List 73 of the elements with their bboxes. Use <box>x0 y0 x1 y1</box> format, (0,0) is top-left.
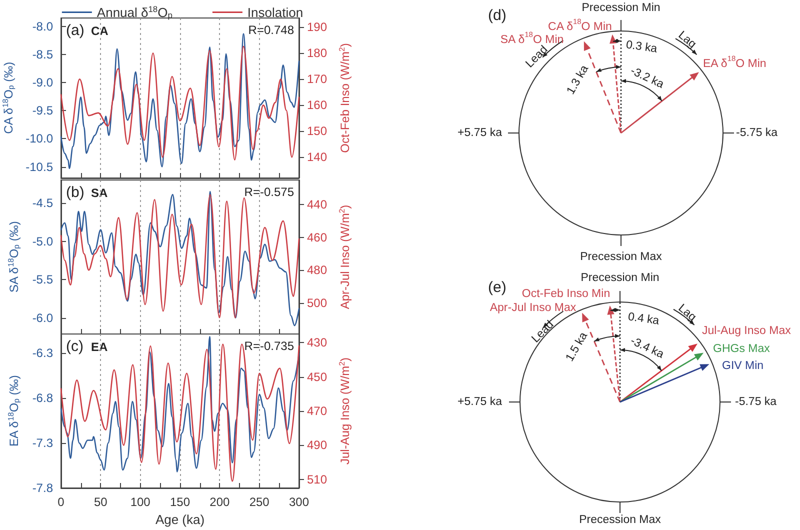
annotation: EA <box>91 340 108 354</box>
y2-tick-label: 160 <box>307 98 328 112</box>
text: 0.3 ka <box>625 39 658 56</box>
text: Jul-Aug Inso Max <box>702 325 792 338</box>
chart-title: (c) <box>66 338 84 355</box>
text: EA δ$^{18}$O Min <box>703 54 766 70</box>
text: GIV Min <box>722 360 764 372</box>
text: -3.4 ka <box>628 335 666 362</box>
text: -5.75 ka <box>736 127 778 140</box>
line-series <box>60 46 300 160</box>
annotation: SA <box>91 186 108 200</box>
text: +5.75 ka <box>458 127 503 140</box>
text: Precession Max <box>579 514 662 526</box>
y-tick-label: -8.0 <box>32 19 54 34</box>
y-tick-label: -6.3 <box>32 346 54 360</box>
text: Precession Max <box>580 251 662 264</box>
text: Precession Min <box>582 2 660 14</box>
y-tick-label: -5.5 <box>32 272 54 287</box>
y-tick-label: -10.5 <box>26 160 54 174</box>
y-tick-label: -4.5 <box>32 196 54 210</box>
y2-tick-label: 460 <box>307 230 328 244</box>
y2-tick-label: 500 <box>307 296 328 310</box>
text: Lag <box>676 29 698 51</box>
x-tick-label: 250 <box>249 495 270 509</box>
y-tick-label: -9.0 <box>32 76 54 90</box>
annotation: R=-0.575 <box>244 185 294 199</box>
annotation: R=0.748 <box>248 23 294 37</box>
x-axis-title: Age (ka) <box>155 512 205 527</box>
y-tick-label: -8.5 <box>32 47 54 62</box>
y-tick-label: -9.5 <box>32 104 54 118</box>
text: GHGs Max <box>713 343 770 356</box>
x-tick-label: 0 <box>58 495 65 509</box>
y-tick-label: -5.0 <box>32 234 54 248</box>
annotation: CA <box>91 24 109 38</box>
text: CA δ$^{18}$O Min <box>548 17 612 34</box>
text: Oct-Feb Inso Min <box>522 288 610 300</box>
chart-title: (a) <box>66 22 84 39</box>
y-tick-label: -7.3 <box>32 436 54 450</box>
text: 1.5 ka <box>564 330 590 364</box>
chart-title: (b) <box>66 184 84 201</box>
text: +5.75 ka <box>458 396 503 408</box>
x-tick-label: 300 <box>288 495 310 509</box>
y-tick-label: -10.0 <box>26 132 54 146</box>
y2-tick-label: 190 <box>307 20 328 34</box>
y2-tick-label: 450 <box>307 370 328 384</box>
y2-tick-label: 170 <box>307 72 328 86</box>
legend-label: Insolation <box>247 4 304 20</box>
y2-tick-label: 140 <box>307 150 328 164</box>
y-tick-label: -6.8 <box>32 390 54 405</box>
text: (d) <box>488 6 506 24</box>
x-tick-label: 150 <box>170 495 190 509</box>
y2-tick-label: 180 <box>307 46 328 60</box>
x-tick-label: 50 <box>94 495 108 509</box>
y-tick-label: -6.0 <box>32 310 54 325</box>
text: 1.3 ka <box>565 62 592 97</box>
text: (e) <box>488 278 506 296</box>
y2-tick-label: 510 <box>307 472 328 486</box>
annotation: R=-0.735 <box>244 339 294 353</box>
y2-tick-label: 430 <box>307 336 328 350</box>
y2-tick-label: 490 <box>307 438 328 452</box>
y2-tick-label: 440 <box>307 198 328 212</box>
y2-tick-label: 150 <box>307 124 328 138</box>
y2-tick-label: 470 <box>307 404 328 418</box>
text: Lag <box>676 302 698 324</box>
text: -5.75 ka <box>735 396 778 408</box>
text: Apr-Jul Inso Max <box>490 302 576 314</box>
y-tick-label: -7.8 <box>32 481 54 495</box>
y2-tick-label: 480 <box>307 263 328 278</box>
x-tick-label: 100 <box>130 495 151 509</box>
text: Precession Min <box>580 272 660 284</box>
text: -3.2 ka <box>628 65 666 92</box>
x-tick-label: 200 <box>210 495 230 509</box>
text: 0.4 ka <box>627 311 660 328</box>
